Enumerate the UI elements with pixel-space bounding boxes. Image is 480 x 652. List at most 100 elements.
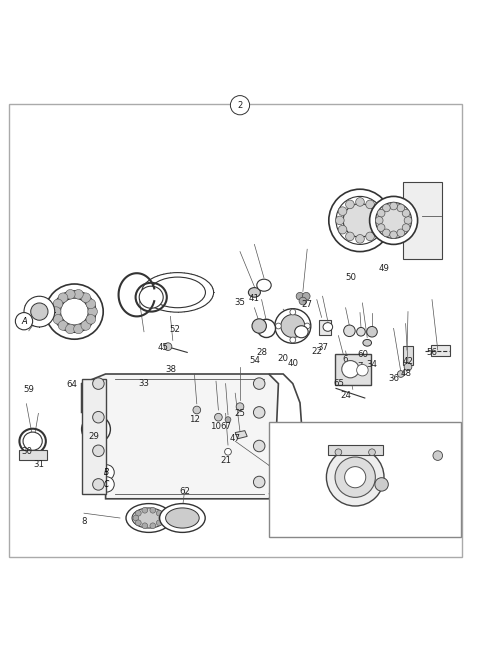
Ellipse shape xyxy=(46,284,103,339)
Text: 37: 37 xyxy=(317,343,328,352)
Ellipse shape xyxy=(257,279,271,291)
Circle shape xyxy=(156,511,162,516)
Text: 7: 7 xyxy=(357,363,363,371)
Text: 25: 25 xyxy=(235,409,245,418)
Circle shape xyxy=(397,204,405,212)
Ellipse shape xyxy=(53,291,96,333)
FancyBboxPatch shape xyxy=(328,445,383,455)
FancyBboxPatch shape xyxy=(403,182,442,259)
Ellipse shape xyxy=(82,415,110,443)
Circle shape xyxy=(133,515,139,521)
Text: 54: 54 xyxy=(249,356,260,365)
Text: 31: 31 xyxy=(33,460,44,469)
Circle shape xyxy=(93,378,104,389)
Ellipse shape xyxy=(159,503,205,533)
Polygon shape xyxy=(235,430,247,439)
FancyBboxPatch shape xyxy=(9,104,462,557)
Circle shape xyxy=(51,307,61,316)
Circle shape xyxy=(346,200,354,209)
Text: 34: 34 xyxy=(367,360,377,369)
Text: 22: 22 xyxy=(312,347,322,356)
FancyBboxPatch shape xyxy=(269,422,461,537)
Circle shape xyxy=(99,465,114,480)
Circle shape xyxy=(346,232,354,241)
Circle shape xyxy=(53,299,63,308)
Circle shape xyxy=(299,297,307,305)
Circle shape xyxy=(345,467,366,488)
Text: C: C xyxy=(104,480,109,489)
Circle shape xyxy=(342,361,359,378)
Text: 10: 10 xyxy=(211,422,221,432)
Circle shape xyxy=(164,343,172,351)
Circle shape xyxy=(397,370,404,378)
Text: 12: 12 xyxy=(189,415,200,424)
Circle shape xyxy=(375,478,388,491)
Circle shape xyxy=(390,231,397,239)
Circle shape xyxy=(99,477,114,492)
FancyBboxPatch shape xyxy=(403,346,413,365)
Circle shape xyxy=(93,445,104,456)
Circle shape xyxy=(338,207,347,215)
Ellipse shape xyxy=(275,308,311,344)
Text: 30: 30 xyxy=(21,447,32,456)
Circle shape xyxy=(404,216,412,224)
Text: 45: 45 xyxy=(158,343,168,352)
Circle shape xyxy=(377,209,385,217)
FancyBboxPatch shape xyxy=(335,354,371,385)
Text: 48: 48 xyxy=(400,370,411,379)
Ellipse shape xyxy=(336,196,384,244)
Circle shape xyxy=(276,323,281,329)
Ellipse shape xyxy=(295,326,308,338)
Circle shape xyxy=(66,324,75,334)
Circle shape xyxy=(377,224,385,231)
Ellipse shape xyxy=(139,286,163,308)
Text: 36: 36 xyxy=(388,374,399,383)
Ellipse shape xyxy=(166,508,199,528)
Circle shape xyxy=(290,309,296,315)
Text: 4: 4 xyxy=(429,486,435,495)
Circle shape xyxy=(86,299,96,308)
FancyBboxPatch shape xyxy=(319,320,331,334)
Ellipse shape xyxy=(150,277,205,308)
Circle shape xyxy=(58,293,68,303)
Circle shape xyxy=(390,202,397,210)
Ellipse shape xyxy=(86,420,106,438)
Circle shape xyxy=(225,417,231,422)
Circle shape xyxy=(236,403,244,411)
Ellipse shape xyxy=(252,319,266,333)
Circle shape xyxy=(73,324,83,334)
Circle shape xyxy=(88,307,97,316)
Text: 3: 3 xyxy=(381,497,387,506)
Circle shape xyxy=(366,232,374,241)
Circle shape xyxy=(369,449,375,456)
Ellipse shape xyxy=(142,273,214,312)
Text: 50: 50 xyxy=(345,273,356,282)
Text: 52: 52 xyxy=(170,325,180,334)
Circle shape xyxy=(357,364,368,376)
Text: 38: 38 xyxy=(165,364,176,374)
Circle shape xyxy=(302,292,310,300)
Circle shape xyxy=(253,476,265,488)
Text: 29: 29 xyxy=(88,432,99,441)
Text: 27: 27 xyxy=(302,300,312,309)
Ellipse shape xyxy=(132,508,166,528)
Circle shape xyxy=(156,520,162,526)
Text: 70: 70 xyxy=(444,463,454,472)
FancyBboxPatch shape xyxy=(431,345,450,356)
Ellipse shape xyxy=(60,298,88,325)
Circle shape xyxy=(142,507,148,513)
Circle shape xyxy=(344,325,355,336)
Text: 60: 60 xyxy=(357,350,368,359)
Circle shape xyxy=(366,200,374,209)
Circle shape xyxy=(336,216,344,225)
Text: 41: 41 xyxy=(249,294,260,303)
Circle shape xyxy=(383,229,390,237)
Text: 33: 33 xyxy=(139,379,149,388)
Circle shape xyxy=(86,314,96,324)
Circle shape xyxy=(433,451,443,460)
FancyBboxPatch shape xyxy=(82,379,106,494)
Text: 47: 47 xyxy=(230,434,240,443)
Circle shape xyxy=(15,312,33,330)
Circle shape xyxy=(225,449,231,455)
Circle shape xyxy=(93,479,104,490)
